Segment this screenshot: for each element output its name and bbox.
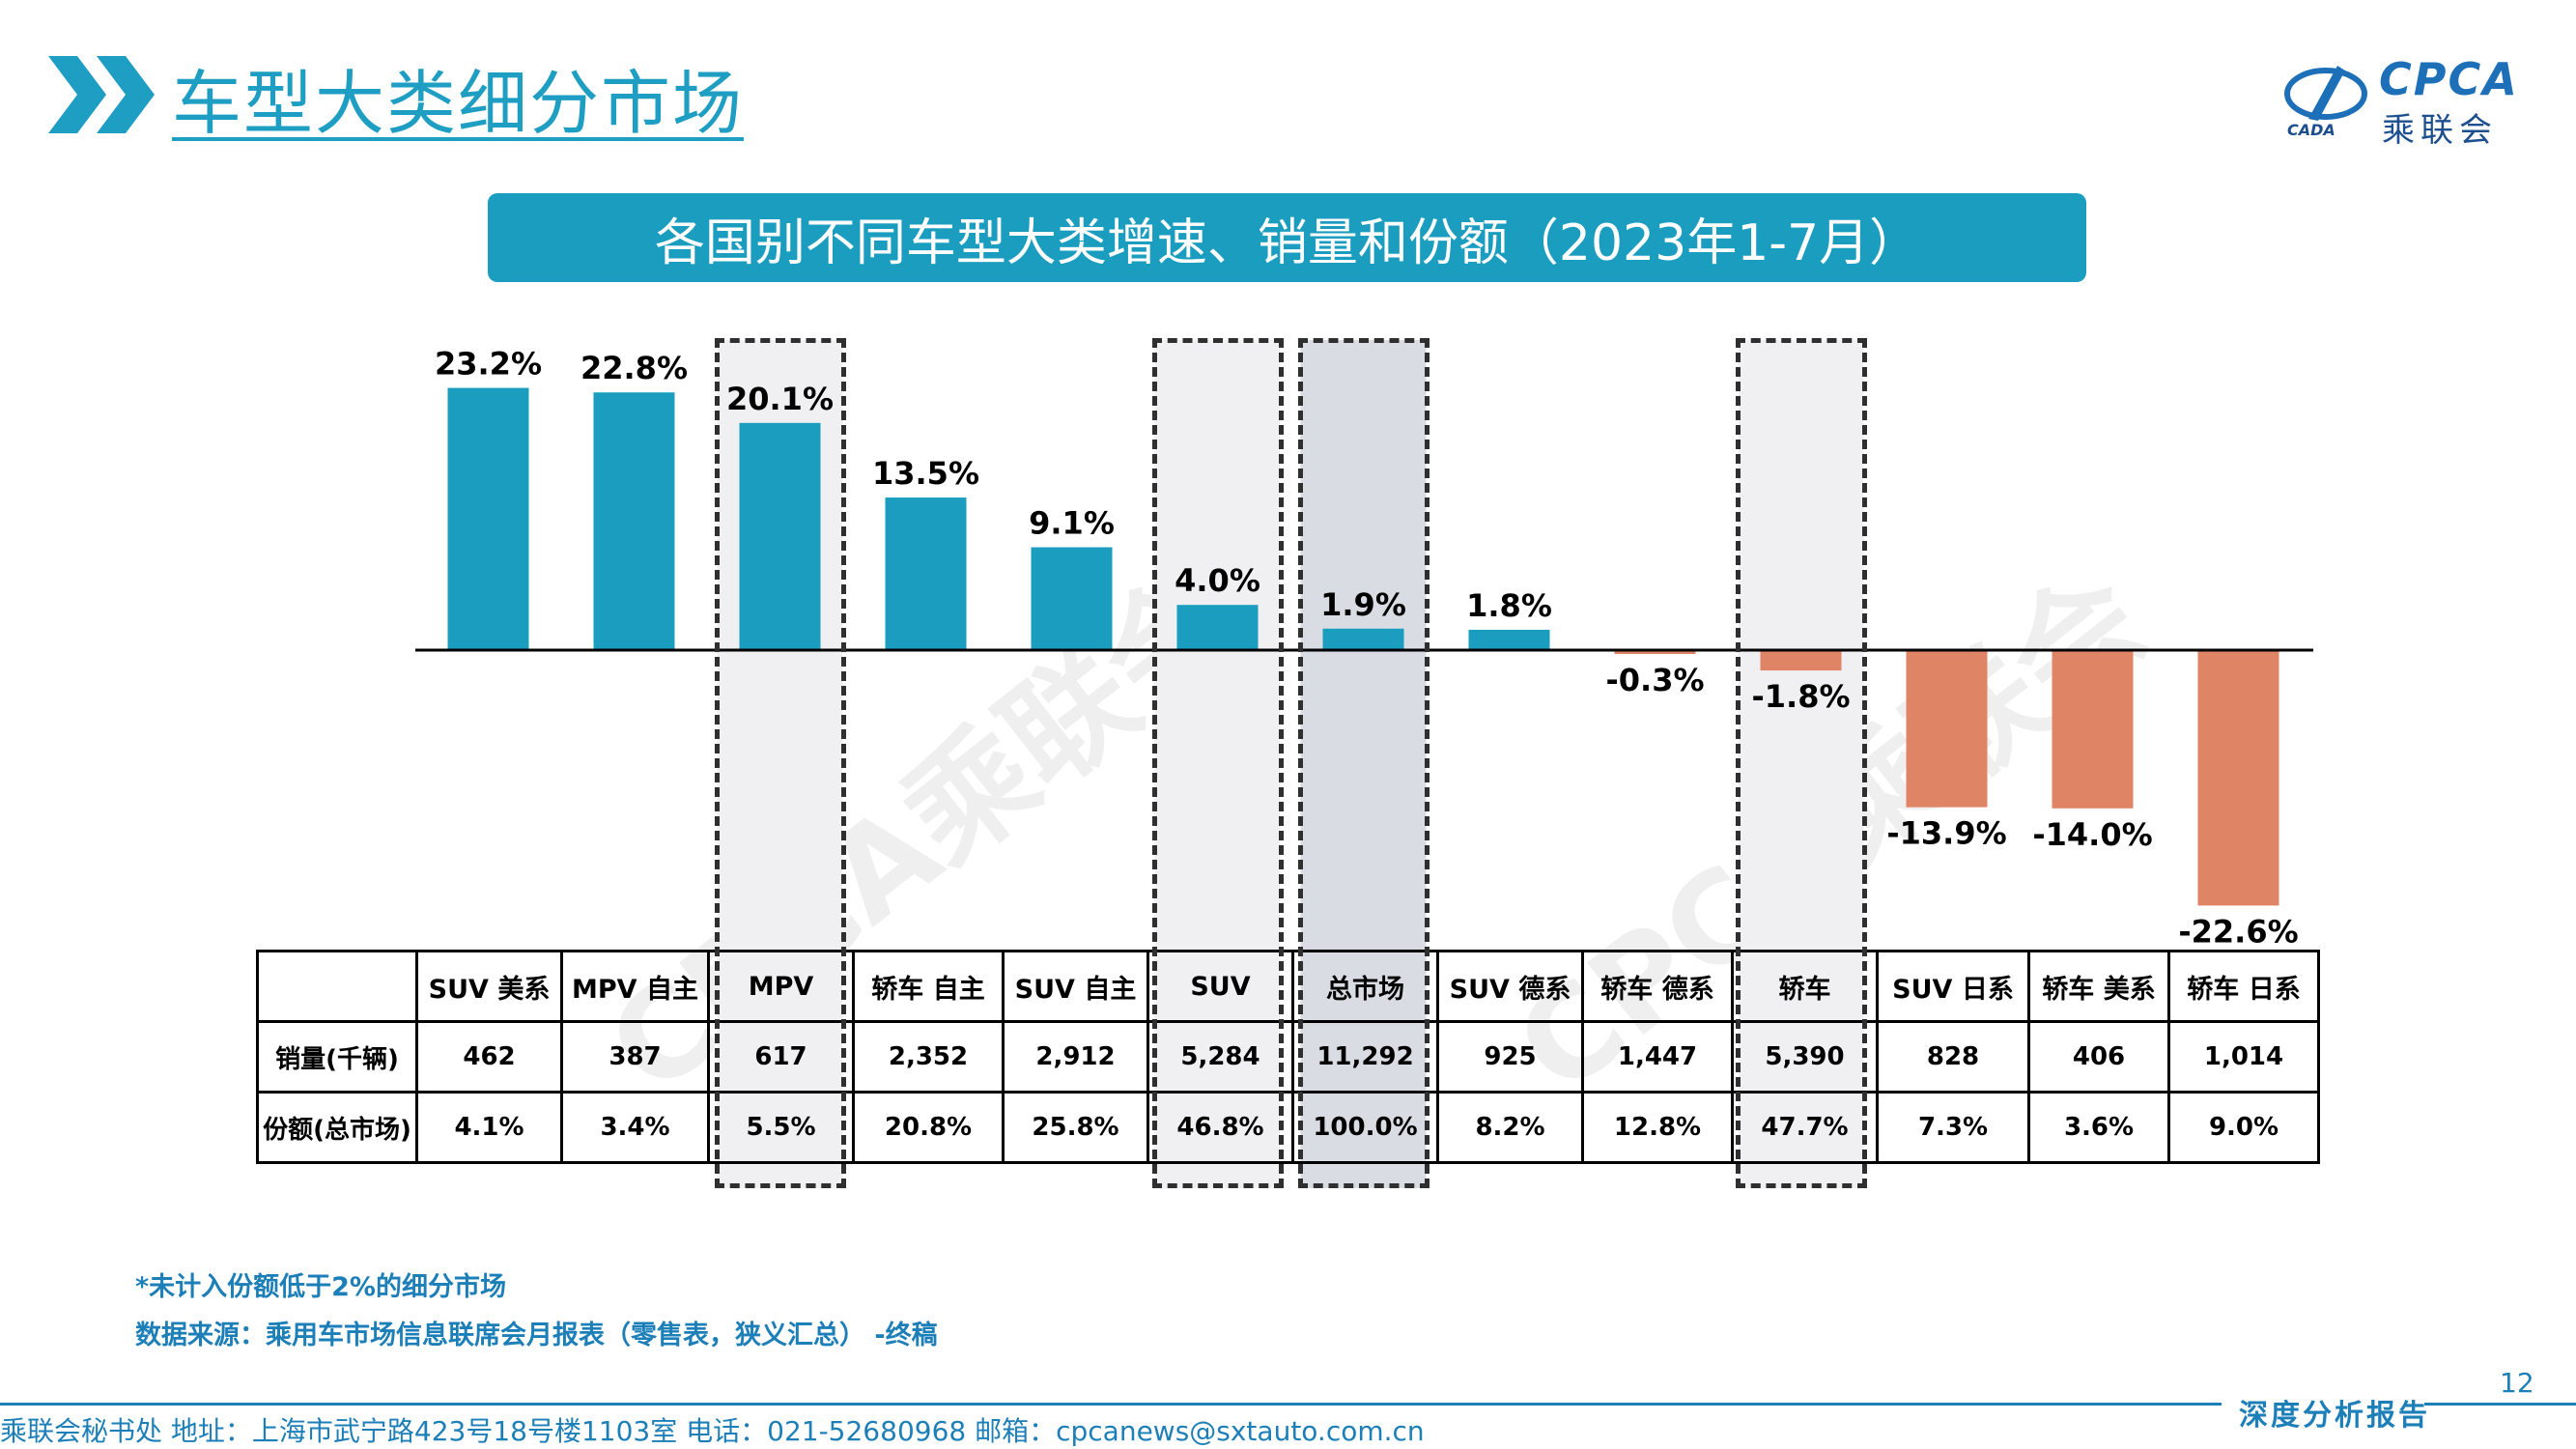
- cpca-logo: CPCA 乘联会 CADA: [2279, 53, 2531, 150]
- highlight-dashed-frame: [714, 338, 846, 1188]
- column-header: 轿车 日系: [2167, 950, 2320, 1023]
- data-label: 23.2%: [435, 346, 542, 383]
- table-cell: 20.8%: [852, 1091, 1005, 1164]
- table-cell: 46.8%: [1146, 1091, 1294, 1164]
- table-cell: 7.3%: [1876, 1091, 2030, 1164]
- footnote-source: 数据来源：乘用车市场信息联席会月报表（零售表，狭义汇总） -终稿: [135, 1321, 938, 1350]
- logo-subtext: 乘联会: [2382, 111, 2498, 150]
- chart-subtitle-banner: 各国别不同车型大类增速、销量和份额（2023年1-7月）: [488, 193, 2086, 282]
- data-label: 22.8%: [580, 350, 688, 386]
- data-label: 9.1%: [1029, 505, 1115, 542]
- table-row-share: 份额(总市场) 4.1% 3.4% 5.5% 20.8% 25.8% 46.8% 100.0%…: [256, 1091, 2320, 1164]
- data-label: 20.1%: [726, 381, 834, 417]
- column-header: SUV 日系: [1876, 950, 2030, 1023]
- logo-emblem-icon: [2284, 66, 2367, 121]
- table-cell: 925: [1436, 1020, 1584, 1094]
- chart-subtitle: 各国别不同车型大类增速、销量和份额（2023年1-7月）: [654, 213, 1920, 272]
- row-label: 份额(总市场): [256, 1091, 418, 1164]
- data-label: 1.8%: [1466, 587, 1552, 624]
- footer-divider: [2424, 1403, 2576, 1406]
- bar: [1031, 547, 1113, 650]
- data-label: 1.9%: [1320, 586, 1406, 623]
- column-header: SUV 自主: [1002, 950, 1149, 1023]
- table-cell: 47.7%: [1731, 1091, 1879, 1164]
- sales-share-table: SUV 美系 MPV 自主 MPV 轿车 自主 SUV 自主 SUV 总市场 SUV 德系 轿车…: [256, 950, 2320, 1164]
- double-chevron-icon: [48, 56, 155, 133]
- footer-contact: 乘联会秘书处 地址：上海市武宁路423号18号楼1103室 电话：021-526…: [0, 1415, 1425, 1447]
- table-cell: 5.5%: [707, 1091, 855, 1164]
- data-label: -0.3%: [1605, 662, 1704, 698]
- highlight-dashed-frame: [1297, 338, 1430, 1188]
- bar: [1760, 650, 1842, 671]
- table-row-sales: 销量(千辆) 462 387 617 2,352 2,912 5,284 11,292 925 1…: [256, 1020, 2320, 1094]
- column-header: 轿车 美系: [2027, 950, 2170, 1023]
- data-label: 13.5%: [872, 455, 979, 492]
- table-cell: 3.6%: [2027, 1091, 2170, 1164]
- table-cell: 462: [415, 1020, 563, 1094]
- table-cell: 1,014: [2167, 1020, 2320, 1094]
- column-header: 轿车 自主: [852, 950, 1005, 1023]
- row-label: 销量(千辆): [256, 1020, 418, 1094]
- column-header: SUV 美系: [415, 950, 563, 1023]
- table-cell: 25.8%: [1002, 1091, 1149, 1164]
- data-label: -1.8%: [1751, 678, 1850, 715]
- table-cell: 617: [707, 1020, 855, 1094]
- bar: [2197, 650, 2279, 906]
- table-cell: 387: [560, 1020, 710, 1094]
- table-cell: 9.0%: [2167, 1091, 2320, 1164]
- corner-cell: [256, 950, 418, 1023]
- bar: [885, 497, 967, 650]
- column-header: MPV 自主: [560, 950, 710, 1023]
- table-cell: 100.0%: [1291, 1091, 1439, 1164]
- bar: [1906, 650, 1988, 808]
- bar: [739, 422, 821, 650]
- footer-divider: [0, 1403, 2222, 1406]
- column-header: 轿车 德系: [1581, 950, 1734, 1023]
- data-label: 4.0%: [1175, 562, 1260, 599]
- column-header: 总市场: [1291, 950, 1439, 1023]
- table-cell: 406: [2027, 1020, 2170, 1094]
- highlight-dashed-frame: [1735, 338, 1867, 1188]
- table-cell: 3.4%: [560, 1091, 710, 1164]
- footnote-exclusion: *未计入份额低于2%的细分市场: [135, 1272, 506, 1302]
- bar: [447, 387, 529, 650]
- page-title: 车型大类细分市场: [172, 63, 745, 144]
- table-cell: 8.2%: [1436, 1091, 1584, 1164]
- data-label: -22.6%: [2178, 913, 2298, 950]
- table-cell: 1,447: [1581, 1020, 1734, 1094]
- bar: [593, 392, 675, 650]
- table-cell: 4.1%: [415, 1091, 563, 1164]
- bar: [1614, 650, 1696, 654]
- bar: [2052, 650, 2134, 809]
- table-cell: 11,292: [1291, 1020, 1439, 1094]
- bar: [1468, 629, 1550, 650]
- table-cell: 2,912: [1002, 1020, 1149, 1094]
- data-label: -14.0%: [2032, 816, 2152, 853]
- column-header: SUV: [1146, 950, 1294, 1023]
- highlight-dashed-frame: [1151, 338, 1284, 1188]
- data-label: -13.9%: [1886, 815, 2006, 852]
- logo-text: CPCA: [2379, 53, 2519, 105]
- table-cell: 12.8%: [1581, 1091, 1734, 1164]
- bar: [1322, 628, 1404, 650]
- logo-cada: CADA: [2287, 121, 2335, 139]
- column-header: SUV 德系: [1436, 950, 1584, 1023]
- table-header-row: SUV 美系 MPV 自主 MPV 轿车 自主 SUV 自主 SUV 总市场 SUV 德系 轿车…: [256, 950, 2320, 1023]
- report-tag: 深度分析报告: [2239, 1399, 2430, 1433]
- column-header: 轿车: [1731, 950, 1879, 1023]
- table-cell: 5,284: [1146, 1020, 1294, 1094]
- table-cell: 828: [1876, 1020, 2030, 1094]
- column-header: MPV: [707, 950, 855, 1023]
- bar: [1176, 605, 1259, 650]
- table-cell: 2,352: [852, 1020, 1005, 1094]
- page-number: 12: [2500, 1367, 2534, 1399]
- table-cell: 5,390: [1731, 1020, 1879, 1094]
